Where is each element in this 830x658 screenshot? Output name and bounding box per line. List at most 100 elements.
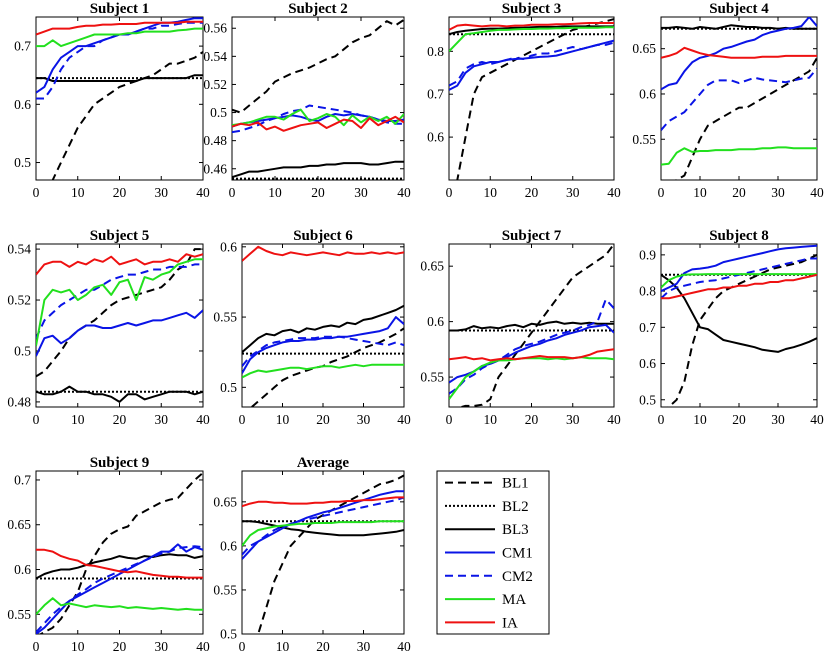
series-line-cm2 (449, 41, 614, 87)
series-line-ia (36, 253, 203, 276)
y-tick-label: 0.5 (220, 627, 237, 642)
y-tick-label: 0.56 (203, 21, 227, 36)
x-tick-label: 30 (354, 185, 368, 200)
y-tick-label: 0.55 (420, 370, 444, 385)
series-line-bl3 (661, 273, 817, 353)
series-line-cm1 (242, 316, 404, 374)
y-tick-label: 0.6 (639, 86, 656, 101)
series-line-bl1 (666, 253, 817, 407)
subplot-title: Subject 7 (502, 228, 562, 244)
y-tick-label: 0.65 (7, 517, 31, 532)
subplot-subject-7: Subject 7 0 10 20 30 40 0.55 0.6 0.65 (420, 228, 621, 427)
series-group (232, 18, 404, 180)
x-tick-label: 20 (525, 412, 539, 427)
x-tick-label: 30 (155, 185, 169, 200)
subplot-title: Average (297, 455, 350, 471)
y-tick-label: 0.52 (7, 293, 31, 308)
series-line-ma (36, 597, 203, 615)
series-line-ma (36, 258, 203, 347)
series-line-cm1 (661, 17, 817, 91)
x-tick-label: 10 (276, 412, 290, 427)
subplot-subject-3: Subject 3 0 10 20 30 40 0.6 0.7 0.8 (427, 1, 621, 200)
x-tick-label: 20 (732, 185, 746, 200)
series-line-ma (661, 146, 817, 166)
legend-label: BL2 (502, 499, 529, 515)
series-line-bl3 (242, 304, 404, 353)
x-tick-label: 0 (658, 412, 665, 427)
legend-entry-ma: MA (445, 592, 526, 608)
y-tick-label: 0.7 (14, 39, 31, 54)
subplot-title: Subject 1 (90, 1, 150, 17)
x-tick-label: 0 (658, 185, 665, 200)
series-line-cm1 (36, 309, 203, 357)
plot-area (241, 243, 405, 408)
subplot-grid: Subject 1 0 10 20 30 40 0.5 0.6 0.7 Subject 2 0 10 2… (7, 1, 824, 654)
x-tick-label: 10 (71, 412, 85, 427)
x-tick-label: 10 (484, 185, 498, 200)
y-tick-label: 0.6 (639, 356, 656, 371)
series-line-ia (449, 22, 614, 31)
y-tick-label: 0.5 (14, 343, 31, 358)
plot-area (660, 243, 818, 408)
x-tick-label: 20 (732, 412, 746, 427)
x-tick-label: 30 (771, 185, 785, 200)
series-line-bl1 (457, 244, 614, 407)
x-tick-label: 0 (229, 185, 236, 200)
x-tick-label: 20 (311, 185, 325, 200)
series-line-bl3 (449, 320, 614, 332)
series-line-ia (242, 245, 404, 262)
subplot-title: Subject 4 (709, 1, 769, 17)
series-line-cm1 (242, 490, 404, 560)
y-tick-label: 0.6 (14, 97, 31, 112)
plot-area (35, 16, 204, 181)
y-tick-label: 0.48 (203, 133, 227, 148)
subplot-title: Subject 9 (90, 455, 150, 471)
x-tick-label: 0 (446, 185, 453, 200)
series-group (36, 248, 203, 403)
x-tick-label: 40 (397, 185, 411, 200)
y-tick-label: 0.54 (203, 49, 227, 64)
series-group (661, 17, 817, 180)
series-line-cm2 (449, 298, 614, 395)
y-tick-label: 0.55 (632, 132, 656, 147)
x-tick-label: 40 (607, 412, 621, 427)
y-tick-label: 0.6 (427, 314, 444, 329)
subplot-average: Average 0 10 20 30 40 0.5 0.55 0.6 0.65 (213, 455, 411, 654)
series-line-ma (36, 27, 203, 48)
x-tick-label: 40 (810, 185, 824, 200)
x-tick-label: 30 (155, 639, 169, 654)
x-tick-label: 20 (525, 185, 539, 200)
legend-label: MA (502, 592, 526, 608)
series-line-ma (232, 108, 404, 127)
plot-area (241, 470, 405, 635)
y-tick-label: 0.8 (639, 284, 656, 299)
series-line-ia (449, 348, 614, 362)
series-line-bl3 (36, 74, 203, 82)
subplot-subject-5: Subject 5 0 10 20 30 40 0.48 0.5 0.52 0.54 (7, 228, 210, 427)
x-tick-label: 20 (316, 639, 330, 654)
series-line-ia (242, 496, 404, 508)
legend-entry-ia: IA (445, 615, 518, 631)
x-tick-label: 0 (33, 185, 40, 200)
y-tick-label: 0.52 (203, 77, 227, 92)
x-tick-label: 20 (113, 185, 127, 200)
x-tick-label: 40 (196, 412, 210, 427)
x-tick-label: 10 (693, 185, 707, 200)
subplot-subject-9: Subject 9 0 10 20 30 40 0.55 0.6 0.65 0.7 (7, 455, 210, 654)
x-tick-label: 10 (71, 185, 85, 200)
x-tick-label: 40 (607, 185, 621, 200)
series-group (449, 18, 614, 180)
y-tick-label: 0.7 (427, 87, 444, 102)
y-tick-label: 0.7 (14, 472, 31, 487)
series-line-ma (449, 26, 614, 52)
x-tick-label: 30 (155, 412, 169, 427)
subplot-title: Subject 8 (709, 228, 769, 244)
legend-label: IA (502, 615, 518, 631)
y-tick-label: 0.7 (639, 320, 656, 335)
y-tick-label: 0.5 (14, 155, 31, 170)
series-line-cm1 (36, 543, 203, 634)
x-tick-label: 30 (566, 412, 580, 427)
y-tick-label: 0.48 (7, 394, 31, 409)
y-tick-label: 0.5 (639, 392, 656, 407)
y-tick-label: 0.6 (427, 130, 444, 145)
